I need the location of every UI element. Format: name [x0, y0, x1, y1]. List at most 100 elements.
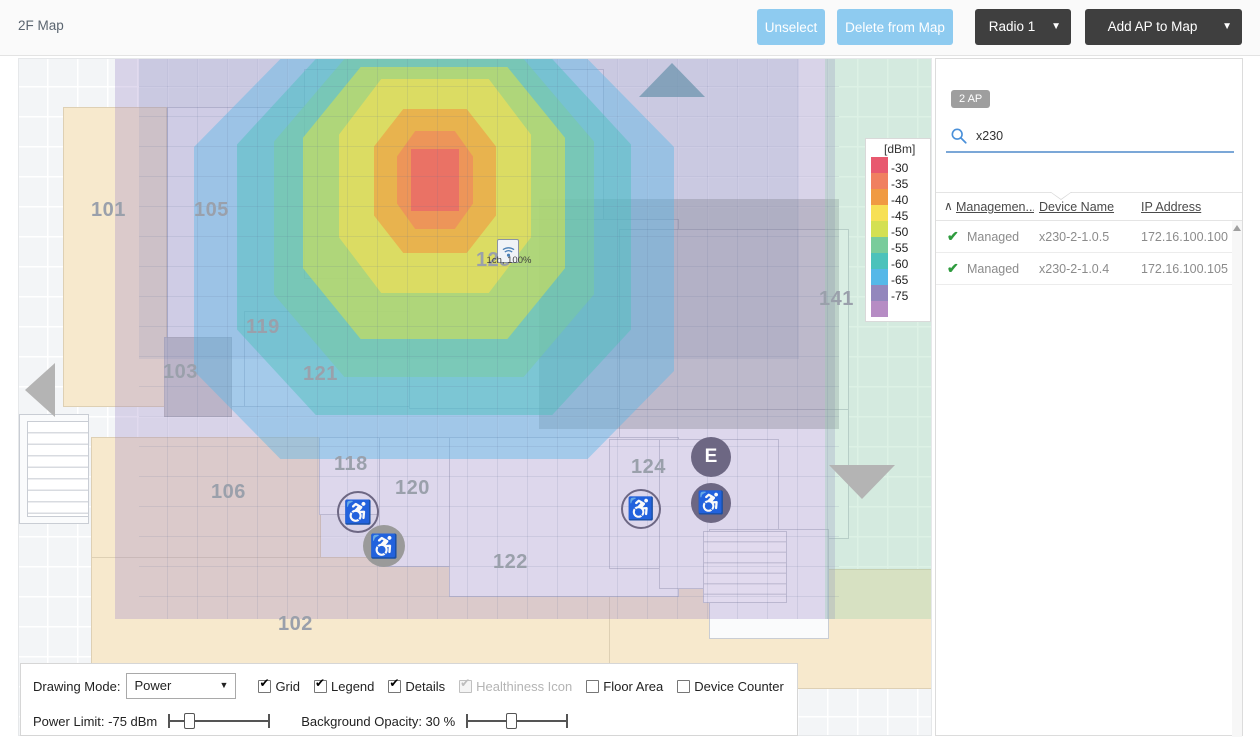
map-display-controls: Drawing Mode: Power ▼ Grid Legend Detail…	[20, 663, 798, 736]
column-header-management[interactable]: Managemen...	[956, 200, 1034, 214]
legend-title: [dBm]	[884, 142, 916, 156]
checkbox-healthiness-icon-box	[459, 677, 473, 693]
header-notch-inner	[1051, 192, 1071, 199]
checkbox-device-counter-box[interactable]	[677, 679, 691, 693]
search-icon	[951, 128, 967, 144]
accessibility-icon: ♿	[691, 483, 731, 523]
floorplan-room	[619, 229, 849, 419]
legend-label: -45	[891, 209, 909, 223]
slider-end-left	[466, 714, 469, 728]
legend-labels: -30 -35 -40 -45 -50 -55 -60 -65 -75	[891, 160, 908, 304]
scroll-up-icon[interactable]	[1233, 225, 1241, 231]
elevator-icon: E	[691, 437, 731, 477]
drawing-mode-label: Drawing Mode:	[33, 678, 121, 694]
radio-selector-label: Radio 1	[988, 19, 1036, 34]
checkbox-details-label: Details	[405, 678, 446, 694]
checkbox-healthiness-icon: Healthiness Icon	[459, 677, 572, 694]
checkbox-grid-box[interactable]	[258, 677, 272, 693]
legend-label: -55	[891, 241, 909, 255]
column-header-device-name[interactable]: Device Name	[1039, 200, 1115, 214]
status-managed-icon: ✔	[947, 260, 959, 276]
add-ap-to-map-dropdown[interactable]: Add AP to Map ▼	[1085, 9, 1242, 45]
cell-device-name: x230-2-1.0.5	[1039, 230, 1110, 244]
power-limit-slider-thumb[interactable]	[184, 713, 196, 729]
slider-track	[467, 720, 568, 722]
page-title: 2F Map	[18, 18, 64, 33]
radio-selector-dropdown[interactable]: Radio 1 ▼	[975, 9, 1071, 45]
checkbox-floor-area[interactable]: Floor Area	[586, 679, 663, 694]
delete-from-map-button[interactable]: Delete from Map	[837, 9, 953, 45]
device-table-header: ∧ Managemen... Device Name IP Address	[936, 192, 1242, 221]
legend-swatch	[871, 157, 888, 173]
stairs-down-icon	[829, 465, 895, 499]
chevron-down-icon: ▼	[219, 680, 229, 690]
legend-swatch	[871, 285, 888, 301]
floorplan-room	[63, 107, 167, 407]
checkbox-legend[interactable]: Legend	[314, 677, 375, 694]
slider-end-left	[168, 714, 171, 728]
checkbox-legend-box[interactable]	[314, 677, 327, 693]
table-row[interactable]: ✔ Managed x230-2-1.0.4 172.16.100.105	[936, 253, 1234, 285]
top-toolbar: 2F Map Unselect Delete from Map Radio 1 …	[0, 0, 1260, 56]
floorplan-room	[91, 437, 321, 567]
background-opacity-slider-thumb[interactable]	[506, 713, 518, 729]
device-search-input[interactable]	[974, 125, 1229, 147]
checkbox-floor-area-label: Floor Area	[603, 678, 664, 694]
accessibility-icon: ♿	[363, 525, 405, 567]
legend-label: -50	[891, 225, 909, 239]
add-ap-to-map-label: Add AP to Map	[1107, 19, 1198, 34]
legend-swatch	[871, 221, 888, 237]
checkbox-grid[interactable]: Grid	[258, 677, 300, 694]
legend-swatch	[871, 205, 888, 221]
checkbox-details[interactable]: Details	[388, 677, 446, 694]
background-opacity-slider[interactable]	[461, 711, 573, 731]
cell-ip-address: 172.16.100.105	[1141, 262, 1228, 276]
signal-legend: [dBm] -30 -35 -40 -45 -50 -55 -60 -65 -7…	[865, 138, 931, 322]
table-row[interactable]: ✔ Managed x230-2-1.0.5 172.16.100.100	[936, 221, 1234, 253]
power-limit-slider[interactable]	[163, 711, 275, 731]
legend-label: -30	[891, 161, 909, 175]
stairs-up-icon	[639, 63, 705, 97]
legend-swatch	[871, 301, 888, 317]
legend-swatch	[871, 269, 888, 285]
unselect-button[interactable]: Unselect	[757, 9, 825, 45]
accessibility-icon: ♿	[621, 489, 661, 529]
stairwell-hatch	[703, 531, 787, 603]
slider-end-right	[268, 714, 271, 728]
legend-label: -60	[891, 257, 909, 271]
checkbox-grid-label: Grid	[275, 678, 300, 694]
ap-count-badge: 2 AP	[951, 90, 991, 108]
slider-end-right	[566, 714, 569, 728]
table-scrollbar[interactable]	[1232, 221, 1242, 737]
legend-label: -35	[891, 177, 909, 191]
legend-color-scale	[871, 157, 888, 317]
sort-ascending-icon[interactable]: ∧	[944, 199, 953, 213]
floorplan-room	[244, 311, 419, 407]
cell-ip-address: 172.16.100.100	[1141, 230, 1228, 244]
checkbox-device-counter-label: Device Counter	[694, 678, 784, 694]
checkbox-details-box[interactable]	[388, 677, 402, 693]
drawing-mode-value: Power	[134, 678, 172, 693]
device-search-row[interactable]	[946, 125, 1234, 153]
exit-left-icon	[25, 363, 55, 417]
power-limit-label: Power Limit: -75 dBm	[33, 713, 158, 729]
status-managed-icon: ✔	[947, 228, 959, 244]
cell-device-name: x230-2-1.0.4	[1039, 262, 1110, 276]
legend-swatch	[871, 253, 888, 269]
drawing-mode-select[interactable]: Power ▼	[126, 673, 237, 699]
access-point-marker[interactable]	[497, 239, 519, 263]
access-point-marker-label: 1ch, 100%	[486, 255, 532, 266]
column-header-ip-address[interactable]: IP Address	[1141, 200, 1202, 214]
floorplan-room	[164, 337, 232, 417]
slider-track	[169, 720, 270, 722]
checkbox-device-counter[interactable]: Device Counter	[677, 679, 784, 694]
floor-map-canvas[interactable]: 101 105 123 119 103 121 141 118 120 106 …	[18, 58, 932, 736]
legend-swatch	[871, 237, 888, 253]
legend-label: -65	[891, 273, 909, 287]
cell-management: Managed	[967, 230, 1020, 244]
checkbox-legend-label: Legend	[331, 678, 375, 694]
checkbox-floor-area-box[interactable]	[586, 679, 600, 693]
chevron-down-icon: ▼	[1051, 21, 1061, 32]
slider-row: Power Limit: -75 dBm Background Opacity:…	[33, 709, 577, 733]
drawing-mode-row: Drawing Mode: Power ▼ Grid Legend Detail…	[33, 673, 784, 699]
